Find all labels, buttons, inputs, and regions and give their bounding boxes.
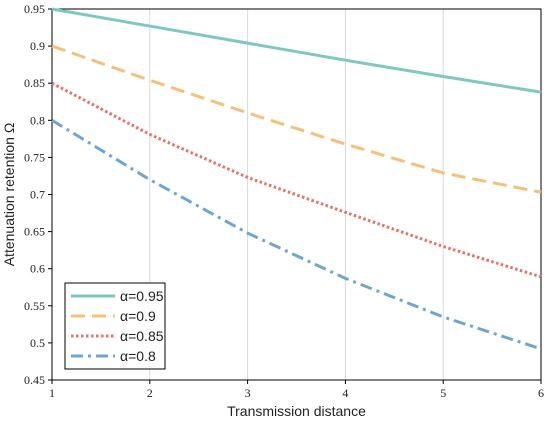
- y-tick-label: 0.85: [24, 76, 45, 90]
- x-tick-label: 5: [440, 386, 446, 400]
- y-tick-label: 0.8: [30, 113, 45, 127]
- y-tick-label: 0.95: [24, 2, 45, 16]
- y-tick-label: 0.5: [30, 336, 45, 350]
- x-tick-label: 3: [245, 386, 251, 400]
- y-tick-label: 0.45: [24, 373, 45, 387]
- y-tick-label: 0.55: [24, 299, 45, 313]
- x-tick-label: 2: [147, 386, 153, 400]
- x-tick-label: 4: [342, 386, 348, 400]
- x-tick-label: 6: [538, 386, 544, 400]
- series-line: [51, 119, 542, 351]
- y-tick-label: 0.9: [30, 39, 45, 53]
- legend: α=0.95 α=0.9 α=0.85 α=0.8: [64, 282, 166, 370]
- x-tick-label: 1: [49, 386, 55, 400]
- y-tick-label: 0.7: [30, 188, 45, 202]
- series-line: [51, 44, 542, 194]
- legend-label: α=0.95: [120, 288, 164, 304]
- legend-label: α=0.8: [120, 348, 156, 364]
- series-group: [51, 7, 542, 351]
- legend-label: α=0.9: [120, 308, 156, 324]
- y-axis-title: Attenuation retention Ω: [1, 123, 17, 267]
- vertical-gridlines: [149, 9, 444, 380]
- y-tick-label: 0.65: [24, 225, 45, 239]
- y-tick-label: 0.6: [30, 262, 45, 276]
- x-axis-ticks: 1 2 3 4 5 6: [49, 380, 544, 400]
- series-line: [51, 81, 542, 279]
- x-axis-title: Transmission distance: [227, 403, 366, 419]
- y-axis-ticks: 0.45 0.5 0.55 0.6 0.65 0.7 0.75 0.8 0.85 0.9 0.95: [24, 2, 52, 387]
- series-line: [51, 7, 542, 94]
- legend-label: α=0.85: [120, 328, 164, 344]
- y-tick-label: 0.75: [24, 150, 45, 164]
